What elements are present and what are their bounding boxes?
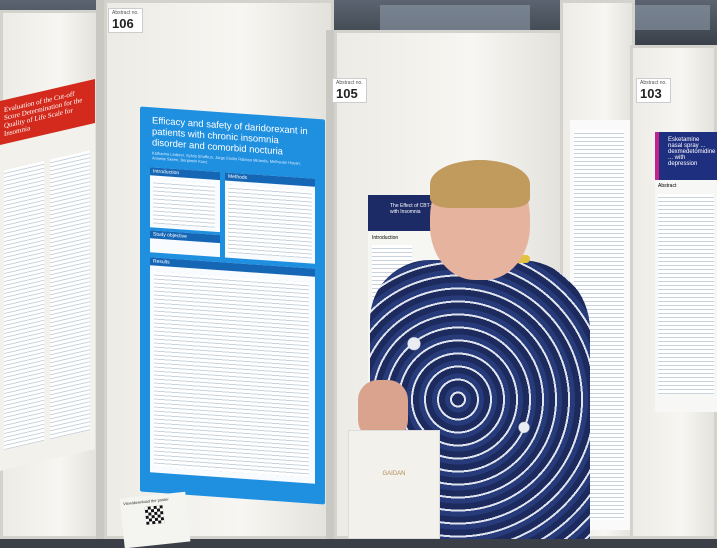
poster-red: Evaluation of the Cut-off Score Determin… [0, 79, 95, 471]
poster-title: Esketamine nasal spray ... dexmedetomidi… [655, 132, 717, 180]
board-number-105: Abstract no. 105 [332, 78, 367, 103]
qr-download-card[interactable]: View/download the poster [119, 491, 191, 548]
tote-bag: GAIDAN [348, 430, 440, 539]
board-number-106: Abstract no. 106 [108, 8, 143, 33]
poster-daridorexant: Efficacy and safety of daridorexant in p… [140, 106, 325, 505]
poster-esketamine: Esketamine nasal spray ... dexmedetomidi… [655, 132, 717, 412]
board-number-103: Abstract no. 103 [636, 78, 671, 103]
person-hair [430, 160, 530, 208]
qr-code[interactable] [144, 505, 165, 525]
